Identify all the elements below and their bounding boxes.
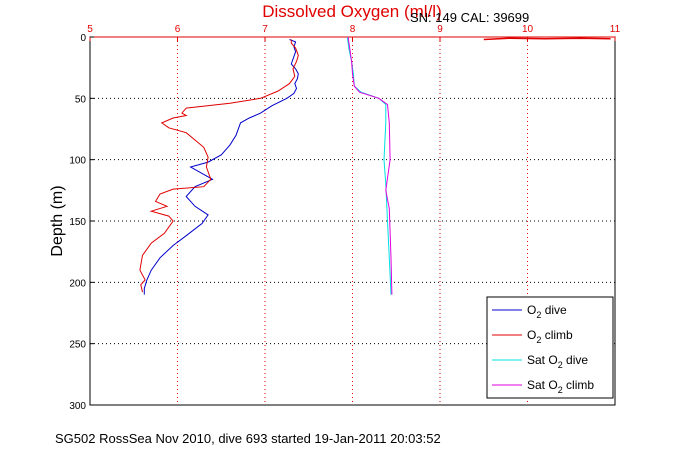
legend-entry-4: Sat O2 climb xyxy=(527,378,594,395)
y-tick-label: 250 xyxy=(69,340,86,351)
y-tick-label: 0 xyxy=(80,33,86,44)
y-axis-label: Depth (m) xyxy=(49,185,66,256)
series-line-4 xyxy=(347,36,393,295)
x-tick-label: 5 xyxy=(87,24,93,35)
footer-caption: SG502 RossSea Nov 2010, dive 693 started… xyxy=(55,431,441,446)
legend: O2 dive O2 climb Sat O2 dive Sat O2 climb xyxy=(486,296,614,399)
y-ticks: 0 50 100 150 200 250 300 xyxy=(69,33,94,412)
x-tick-label: 7 xyxy=(262,24,268,35)
series-line-2 xyxy=(139,39,299,293)
grid xyxy=(90,37,615,405)
legend-box xyxy=(486,296,614,399)
y-tick-label: 150 xyxy=(69,217,86,228)
y-tick-label: 50 xyxy=(75,94,87,105)
legend-entry-2: O2 climb xyxy=(527,328,573,345)
x-tick-label: 9 xyxy=(437,24,443,35)
x-tick-label: 11 xyxy=(610,24,621,35)
y-tick-label: 100 xyxy=(69,156,86,167)
legend-entry-1: O2 dive xyxy=(527,303,567,320)
x-tick-label: 10 xyxy=(522,24,534,35)
legend-entry-3: Sat O2 dive xyxy=(527,353,588,370)
chart-title: Dissolved Oxygen (ml/l) xyxy=(262,2,442,21)
x-tick-label: 6 xyxy=(175,24,181,35)
y-tick-label: 200 xyxy=(69,278,86,289)
surface-spike-line xyxy=(483,37,611,41)
y-tick-label: 300 xyxy=(69,401,86,412)
x-ticks: 5 6 7 8 9 10 11 xyxy=(87,24,621,41)
chart-subtitle: SN: 149 CAL: 39699 xyxy=(410,10,529,25)
series-line-1 xyxy=(143,39,299,295)
series-layer xyxy=(139,36,611,295)
x-tick-label: 8 xyxy=(350,24,356,35)
